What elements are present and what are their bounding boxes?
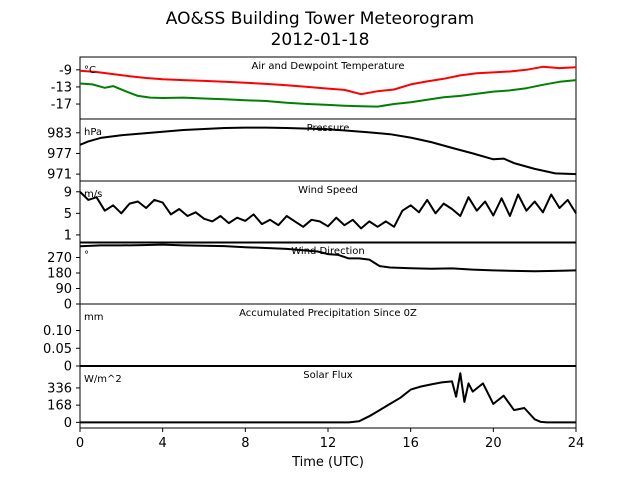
y-tick-label: 0.10	[43, 324, 72, 339]
panel-title: Pressure	[307, 123, 350, 134]
series-line-black	[79, 191, 577, 230]
series-line-black	[79, 243, 577, 273]
panel-unit: mm	[84, 312, 103, 323]
y-tick-label: 1	[64, 228, 72, 243]
y-tick-label: 336	[47, 381, 72, 396]
x-axis: 0 4 8 12 16 20 24	[76, 428, 584, 451]
panel-1: -9 -13 -17 Air and Dewpoint Temperature °C	[51, 56, 577, 120]
y-tick-label: 180	[47, 267, 72, 282]
panel-unit: hPa	[84, 127, 102, 138]
y-tick-label: 0	[64, 360, 72, 375]
x-tick-label: 24	[568, 436, 585, 451]
y-tick-label: 90	[55, 282, 72, 297]
figure-title: AO&SS Building Tower Meteorogram	[166, 9, 474, 29]
panel-title: Accumulated Precipitation Since 0Z	[239, 308, 417, 319]
panel-6: 336 168 0 Solar Flux W/m^2	[47, 365, 577, 431]
y-tick-label: 977	[47, 147, 72, 162]
panels: -9 -13 -17 Air and Dewpoint Temperature °C 98…	[43, 56, 577, 431]
series-line-black	[79, 126, 577, 176]
x-axis-label: Time (UTC)	[291, 455, 364, 470]
panel-3: 9 5 1 Wind Speed m/s	[64, 180, 577, 244]
panel-title: Wind Direction	[291, 246, 365, 257]
y-tick-label: 9	[64, 185, 72, 200]
x-tick-label: 16	[402, 436, 419, 451]
series-line-black	[80, 372, 576, 424]
x-tick-label: 8	[241, 436, 249, 451]
panel-title: Solar Flux	[303, 370, 353, 381]
series-line-red	[79, 65, 577, 96]
x-tick-label: 4	[159, 436, 167, 451]
panel-title: Air and Dewpoint Temperature	[252, 61, 405, 72]
panel-unit: °	[84, 250, 89, 261]
y-tick-label: 5	[64, 207, 72, 222]
y-tick-label: 168	[47, 399, 72, 414]
panel-unit: °C	[84, 65, 96, 76]
y-tick-label: 0	[64, 416, 72, 431]
y-tick-label: -9	[59, 63, 72, 78]
panel-unit: W/m^2	[84, 374, 122, 385]
panel-title: Wind Speed	[298, 185, 358, 196]
figure-date: 2012-01-18	[271, 30, 370, 50]
y-tick-label: 0	[64, 298, 72, 313]
x-tick-label: 12	[320, 436, 337, 451]
y-tick-label: 983	[47, 126, 72, 141]
series-line-green	[79, 79, 577, 108]
y-tick-label: 270	[47, 251, 72, 266]
y-tick-label: -13	[51, 80, 72, 95]
panel-5: 0.10 0.05 0 Accumulated Precipitation Since…	[43, 303, 577, 375]
x-tick-label: 0	[76, 436, 84, 451]
y-tick-label: 0.05	[43, 342, 72, 357]
y-tick-label: -17	[51, 98, 72, 113]
x-tick-label: 20	[485, 436, 502, 451]
y-tick-label: 971	[47, 168, 72, 183]
panel-unit: m/s	[84, 189, 102, 200]
panel-2: 983 977 971 Pressure hPa	[47, 118, 577, 183]
